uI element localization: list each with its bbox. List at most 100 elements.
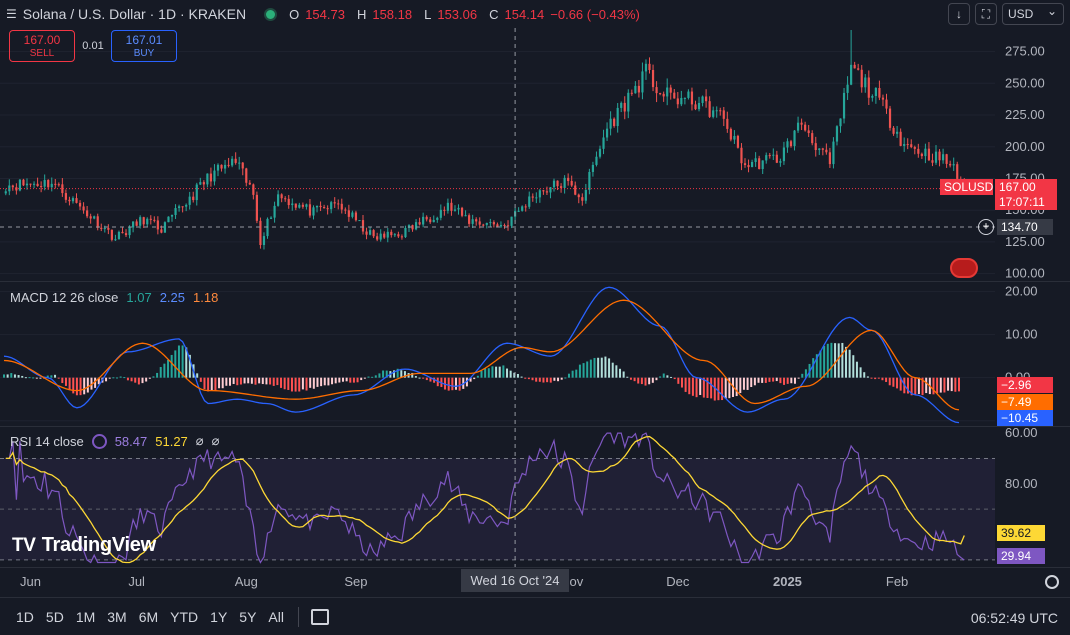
hamburger-icon[interactable]: ☰ (6, 7, 17, 21)
candle-body (40, 186, 43, 188)
candle-body (952, 164, 955, 166)
macd-histogram-bar (360, 377, 363, 381)
candle-body (924, 148, 927, 157)
candle-body (368, 230, 372, 235)
macd-histogram-bar (866, 376, 869, 378)
candle-body (75, 198, 78, 203)
candle-body (103, 228, 106, 230)
candle-body (899, 131, 902, 146)
macd-name[interactable]: MACD 12 26 close (10, 290, 119, 305)
candle-body (241, 162, 244, 169)
candle-body (71, 198, 75, 202)
tradingview-logo[interactable]: TV TradingView (12, 534, 156, 557)
clock[interactable]: 06:52:49 UTC (970, 610, 1058, 626)
macd-histogram-bar (775, 377, 778, 382)
candle-body (397, 234, 400, 237)
candle-body (188, 196, 191, 205)
candle-body (464, 215, 467, 217)
candle-body (269, 217, 273, 219)
buy-button[interactable]: 167.01 BUY (111, 30, 177, 62)
download-icon[interactable]: ↓ (948, 3, 970, 25)
sell-button[interactable]: 167.00 SELL (9, 30, 75, 62)
macd-histogram-bar (68, 377, 71, 391)
macd-histogram-bar (236, 377, 239, 386)
macd-histogram-bar (327, 377, 330, 386)
macd-histogram-bar (845, 346, 848, 378)
macd-histogram-bar (290, 377, 293, 392)
macd-histogram-bar (553, 377, 556, 381)
macd-histogram-bar (877, 377, 880, 379)
macd-histogram-bar (6, 374, 9, 378)
macd-histogram-bar (225, 377, 228, 386)
macd-histogram-bar (137, 377, 140, 385)
buy-label: BUY (133, 48, 155, 59)
macd-histogram-bar (382, 370, 385, 378)
candle-body (888, 108, 892, 128)
candle-body (931, 160, 934, 163)
macd-histogram-bar (126, 377, 129, 381)
us-flag-icon[interactable] (950, 258, 978, 278)
candle-body (768, 155, 771, 157)
rsi-name[interactable]: RSI 14 close (10, 433, 84, 449)
macd-histogram-bar (341, 377, 344, 382)
macd-histogram-bar (276, 377, 279, 386)
rsi-extra-2: ⌀ (211, 433, 220, 448)
candle-body (761, 160, 764, 169)
calendar-icon[interactable] (310, 608, 329, 625)
candle-body (906, 144, 909, 146)
rsi-tag: 29.94 (997, 548, 1045, 564)
macd-histogram-bar (75, 377, 78, 396)
candle-body (743, 163, 747, 166)
macd-histogram-bar (323, 377, 326, 386)
timeframe-5d[interactable]: 5D (45, 608, 64, 625)
currency-select[interactable]: USD (1002, 1, 1064, 25)
candle-body (934, 151, 938, 163)
macd-histogram-bar (538, 377, 541, 382)
candle-body (850, 64, 853, 85)
candle-body (47, 179, 50, 188)
macd-histogram-bar (527, 377, 530, 380)
macd-histogram-bar (837, 343, 840, 378)
candle-body (903, 144, 906, 146)
macd-histogram-bar (524, 377, 527, 379)
macd-histogram-bar (815, 354, 818, 378)
symbol-title[interactable]: Solana / U.S. Dollar · 1D · KRAKEN (22, 6, 247, 22)
candle-body (832, 141, 835, 165)
timeframe-all[interactable]: All (268, 608, 284, 625)
timeframe-1y[interactable]: 1Y (210, 608, 228, 625)
timeframe-6m[interactable]: 6M (138, 608, 159, 625)
timeframe-5y[interactable]: 5Y (239, 608, 257, 625)
macd-histogram-bar (352, 377, 355, 383)
reset-scale-icon[interactable] (1045, 575, 1059, 589)
candle-body (114, 239, 117, 241)
candle-body (680, 97, 683, 105)
timeframe-1m[interactable]: 1M (75, 608, 96, 625)
timeframe-1d[interactable]: 1D (16, 608, 34, 625)
add-alert-icon[interactable]: + (978, 219, 994, 235)
candle-body (913, 147, 916, 149)
candle-body (800, 122, 803, 125)
macd-line-value: 2.25 (159, 290, 186, 305)
open-label: O (289, 6, 300, 22)
candle-body (195, 184, 198, 201)
macd-histogram-bar (272, 377, 275, 386)
macd-histogram-bar (228, 377, 231, 386)
market-status-icon[interactable] (264, 7, 278, 21)
candle-body (609, 118, 612, 129)
candle-body (623, 102, 626, 112)
fullscreen-icon[interactable]: ⛶ (975, 3, 997, 25)
timeframe-3m[interactable]: 3M (107, 608, 127, 625)
timeframe-ytd[interactable]: YTD (170, 608, 199, 625)
candle-body (881, 97, 885, 100)
macd-histogram-bar (852, 355, 855, 378)
macd-histogram-bar (779, 377, 782, 384)
rsi-source-icon[interactable] (91, 433, 107, 449)
macd-histogram-bar (724, 377, 727, 399)
candle-body (54, 183, 57, 185)
bottom-toolbar: 1D 5D 1M 3M 6M YTD 1Y 5Y All (0, 597, 1070, 635)
candle-body (96, 216, 99, 228)
macd-histogram-bar (10, 373, 13, 378)
candle-body (379, 233, 382, 240)
candle-body (453, 209, 457, 211)
